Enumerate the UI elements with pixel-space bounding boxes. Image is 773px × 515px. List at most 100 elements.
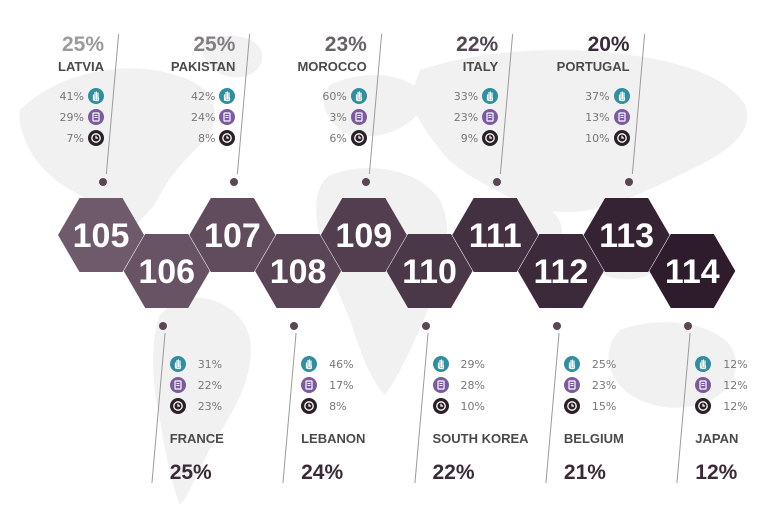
- leader-dot: [624, 178, 633, 186]
- hexagon-number: 112: [533, 253, 588, 291]
- stat-value: 37%: [585, 90, 610, 103]
- hexagon-number: 106: [138, 253, 195, 291]
- clock-icon: [482, 130, 499, 146]
- clock-icon: [88, 130, 104, 146]
- clock-icon: [563, 398, 580, 414]
- country-name: MOROCCO: [297, 59, 367, 74]
- document-icon: [169, 377, 186, 393]
- stat-value: 12%: [723, 400, 748, 413]
- hand-icon: [563, 356, 580, 372]
- document-icon: [563, 377, 580, 393]
- stat-value: 23%: [197, 400, 223, 413]
- leader-dot: [99, 178, 107, 186]
- hand-icon: [350, 88, 367, 104]
- leader-dot: [361, 178, 370, 186]
- hexagon-number: 108: [270, 253, 327, 291]
- hexagon-bottom-2: [386, 234, 473, 308]
- country-percent: 12%: [695, 461, 738, 484]
- leader-dot: [684, 322, 693, 330]
- stat-value: 10%: [585, 132, 610, 145]
- clock-icon: [432, 398, 449, 414]
- stat-value: 17%: [329, 379, 354, 392]
- hand-icon: [88, 88, 104, 104]
- stat-value: 7%: [66, 132, 84, 145]
- document-icon: [432, 377, 449, 393]
- hexagon-number: 110: [402, 253, 457, 291]
- hand-icon: [432, 356, 449, 372]
- hexagon-number: 111: [469, 217, 522, 255]
- stat-value: 6%: [329, 132, 347, 145]
- stat-value: 12%: [723, 358, 748, 371]
- country-percent: 25%: [61, 33, 104, 56]
- country-name: LATVIA: [58, 59, 104, 74]
- stat-value: 23%: [453, 111, 479, 124]
- document-icon: [350, 109, 367, 125]
- hexagon-top-4: [583, 198, 670, 272]
- stat-value: 25%: [591, 358, 617, 371]
- hexagon-number: 113: [599, 217, 654, 255]
- stat-value: 9%: [460, 132, 479, 145]
- clock-icon: [613, 130, 630, 146]
- country-name: BELGIUM: [563, 431, 624, 446]
- stat-value: 42%: [190, 90, 216, 103]
- hexagon-top-1: [189, 198, 276, 272]
- stat-value: 41%: [59, 90, 84, 103]
- stat-value: 12%: [723, 379, 748, 392]
- clock-icon: [169, 398, 186, 414]
- country-name: PORTUGAL: [556, 59, 630, 74]
- country-name: FRANCE: [169, 431, 224, 446]
- document-icon: [482, 109, 499, 125]
- document-icon: [219, 109, 236, 125]
- leader-dot: [421, 322, 430, 330]
- hexagon-top-2: [320, 198, 407, 272]
- hexagon-bottom-3: [517, 234, 604, 308]
- country-percent: 25%: [169, 461, 212, 484]
- stat-value: 15%: [591, 400, 617, 413]
- country-percent: 23%: [324, 33, 367, 56]
- leader-dot: [230, 178, 239, 186]
- country-name: PAKISTAN: [170, 59, 236, 74]
- hexagon-bottom-1: [255, 234, 342, 308]
- leader-dot: [552, 322, 561, 330]
- hand-icon: [613, 88, 630, 104]
- hexagon-number: 114: [665, 253, 720, 291]
- document-icon: [301, 377, 318, 393]
- country-percent: 22%: [456, 33, 499, 56]
- stat-value: 28%: [460, 379, 485, 392]
- country-name: ITALY: [462, 59, 499, 74]
- stat-value: 13%: [585, 111, 610, 124]
- country-name: JAPAN: [695, 431, 739, 446]
- hand-icon: [219, 88, 236, 104]
- country-name: SOUTH KOREA: [432, 431, 529, 446]
- stat-value: 33%: [453, 90, 479, 103]
- stat-value: 29%: [59, 111, 84, 124]
- stat-value: 60%: [322, 90, 347, 103]
- hexagon-number: 109: [335, 217, 392, 255]
- country-percent: 20%: [587, 33, 630, 56]
- document-icon: [613, 109, 630, 125]
- country-percent: 24%: [301, 461, 344, 484]
- country-percent: 22%: [432, 461, 475, 484]
- stat-value: 3%: [329, 111, 347, 124]
- leader-dot: [290, 322, 299, 330]
- country-name: LEBANON: [301, 431, 366, 446]
- hexagon-top-0: [58, 198, 144, 272]
- leader-dot: [493, 178, 502, 186]
- hand-icon: [482, 88, 499, 104]
- hexagon-number: 107: [204, 217, 261, 255]
- hexagon-top-3: [452, 198, 539, 272]
- stat-value: 24%: [190, 111, 216, 124]
- hexagon-bottom-0: [123, 234, 210, 308]
- stat-value: 8%: [197, 132, 216, 145]
- stat-value: 10%: [460, 400, 485, 413]
- clock-icon: [219, 130, 236, 146]
- leader-dot: [158, 322, 167, 330]
- stat-value: 22%: [197, 379, 223, 392]
- document-icon: [88, 109, 104, 125]
- clock-icon: [350, 130, 367, 146]
- stat-value: 8%: [329, 400, 347, 413]
- clock-icon: [301, 398, 318, 414]
- hexagon-number: 105: [73, 217, 130, 255]
